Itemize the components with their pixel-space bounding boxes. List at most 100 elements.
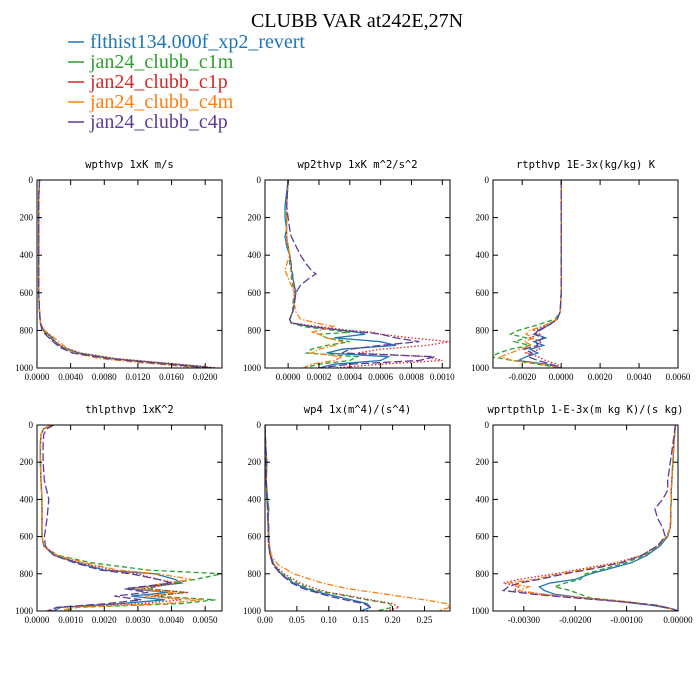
x-tick-label: 0.0080 bbox=[92, 372, 117, 382]
series-group bbox=[265, 425, 450, 611]
panel-title: thlpthvp 1xK^2 bbox=[85, 404, 174, 416]
panel-title: wpthvp 1xK m/s bbox=[85, 159, 174, 171]
plot-frame bbox=[264, 424, 451, 612]
y-tick-label: 200 bbox=[476, 457, 490, 467]
y-tick-label: 600 bbox=[248, 532, 262, 542]
y-tick-label: 1000 bbox=[471, 363, 490, 373]
x-tick-label: 0.0002 bbox=[307, 372, 332, 382]
x-tick-label: 0.0010 bbox=[430, 372, 455, 382]
y-tick-label: 1000 bbox=[243, 363, 262, 373]
y-tick-label: 800 bbox=[20, 569, 34, 579]
x-tick-label: 0.0000 bbox=[25, 372, 50, 382]
plot-frame bbox=[264, 179, 451, 369]
y-tick-label: 200 bbox=[476, 213, 490, 223]
series-line bbox=[493, 180, 562, 368]
series-group bbox=[284, 180, 450, 368]
y-tick-label: 0 bbox=[485, 175, 490, 185]
x-tick-label: 0.0010 bbox=[58, 615, 83, 625]
x-tick-label: 0.0040 bbox=[159, 615, 184, 625]
legend-label: jan24_clubb_c4m bbox=[89, 91, 234, 113]
y-tick-label: 200 bbox=[248, 457, 262, 467]
x-tick-label: 0.0004 bbox=[337, 372, 362, 382]
series-line bbox=[537, 425, 678, 611]
series-line bbox=[265, 425, 372, 611]
panel-2: wp2thvp 1xK m^2/s^2 0 200 400 600 800 1000 0.00… bbox=[243, 159, 455, 382]
x-tick-label: 0.0030 bbox=[126, 615, 151, 625]
legend-item: jan24_clubb_c1p bbox=[68, 71, 228, 93]
y-tick-label: 400 bbox=[248, 250, 262, 260]
series-line bbox=[285, 180, 360, 368]
x-tick-label: 0.05 bbox=[289, 615, 305, 625]
x-tick-label: 0.15 bbox=[353, 615, 369, 625]
y-tick-label: 400 bbox=[476, 250, 490, 260]
y-tick-label: 0 bbox=[29, 420, 34, 430]
series-line bbox=[285, 180, 450, 368]
x-tick-label: 0.00000 bbox=[663, 615, 693, 625]
plot-frame bbox=[492, 179, 679, 369]
legend-label: jan24_clubb_c1p bbox=[89, 71, 228, 93]
y-tick-label: 800 bbox=[248, 325, 262, 335]
series-group bbox=[493, 180, 562, 368]
series-line bbox=[39, 425, 222, 611]
y-tick-label: 0 bbox=[29, 175, 34, 185]
x-tick-label: -0.00200 bbox=[559, 615, 592, 625]
series-line bbox=[42, 425, 172, 611]
panel-title: wp4 1x(m^4)/(s^4) bbox=[304, 404, 411, 416]
series-line bbox=[508, 425, 678, 611]
y-tick-label: 800 bbox=[476, 325, 490, 335]
y-tick-label: 1000 bbox=[471, 606, 490, 616]
x-tick-label: 0.0000 bbox=[25, 615, 50, 625]
x-tick-label: 0.10 bbox=[321, 615, 337, 625]
y-tick-label: 400 bbox=[20, 250, 34, 260]
x-tick-label: 0.00 bbox=[257, 615, 273, 625]
x-tick-label: 0.0020 bbox=[92, 615, 117, 625]
x-tick-label: 0.0020 bbox=[588, 372, 613, 382]
series-group bbox=[501, 425, 678, 611]
y-tick-label: 0 bbox=[485, 420, 490, 430]
x-tick-label: 0.0060 bbox=[666, 372, 691, 382]
x-tick-label: 0.0000 bbox=[549, 372, 574, 382]
series-line bbox=[38, 180, 210, 368]
panel-title: wp2thvp 1xK m^2/s^2 bbox=[297, 159, 417, 171]
series-line bbox=[552, 425, 678, 611]
y-tick-label: 400 bbox=[20, 494, 34, 504]
series-line bbox=[265, 425, 372, 611]
y-tick-label: 0 bbox=[257, 420, 262, 430]
legend-item: jan24_clubb_c4m bbox=[68, 91, 234, 113]
y-tick-label: 200 bbox=[248, 213, 262, 223]
figure-title: CLUBB VAR at242E,27N bbox=[251, 10, 463, 32]
y-tick-label: 600 bbox=[20, 532, 34, 542]
x-tick-label: 0.0200 bbox=[193, 372, 218, 382]
x-tick-label: 0.0120 bbox=[126, 372, 151, 382]
x-tick-label: 0.20 bbox=[385, 615, 401, 625]
y-tick-label: 600 bbox=[20, 288, 34, 298]
x-tick-label: 0.25 bbox=[417, 615, 433, 625]
x-tick-label: 0.0000 bbox=[276, 372, 301, 382]
series-group bbox=[38, 180, 218, 368]
panel-title: rtpthvp 1E-3x(kg/kg) K bbox=[516, 159, 656, 171]
plot-frame bbox=[36, 179, 223, 369]
series-line bbox=[503, 425, 678, 611]
series-line bbox=[265, 425, 401, 611]
legend-item: jan24_clubb_c1m bbox=[68, 51, 234, 73]
x-tick-label: -0.0020 bbox=[508, 372, 536, 382]
x-tick-label: 0.0008 bbox=[399, 372, 424, 382]
series-line bbox=[39, 425, 202, 611]
series-line bbox=[501, 425, 678, 611]
x-tick-label: 0.0160 bbox=[159, 372, 184, 382]
x-tick-label: -0.00300 bbox=[508, 615, 541, 625]
series-line bbox=[38, 180, 202, 368]
panel-title: wprtpthlp 1-E-3x(m kg K)/(s kg) bbox=[488, 404, 684, 416]
series-line bbox=[265, 425, 394, 611]
y-tick-label: 400 bbox=[476, 494, 490, 504]
y-tick-label: 800 bbox=[248, 569, 262, 579]
legend-item: flthist134.000f_xp2_revert bbox=[68, 31, 305, 53]
series-line bbox=[39, 425, 184, 611]
series-line bbox=[38, 180, 214, 368]
panel-3: rtpthvp 1E-3x(kg/kg) K 0 200 400 600 800 1000 -… bbox=[471, 159, 691, 382]
y-tick-label: 1000 bbox=[15, 363, 34, 373]
series-line bbox=[498, 180, 562, 368]
